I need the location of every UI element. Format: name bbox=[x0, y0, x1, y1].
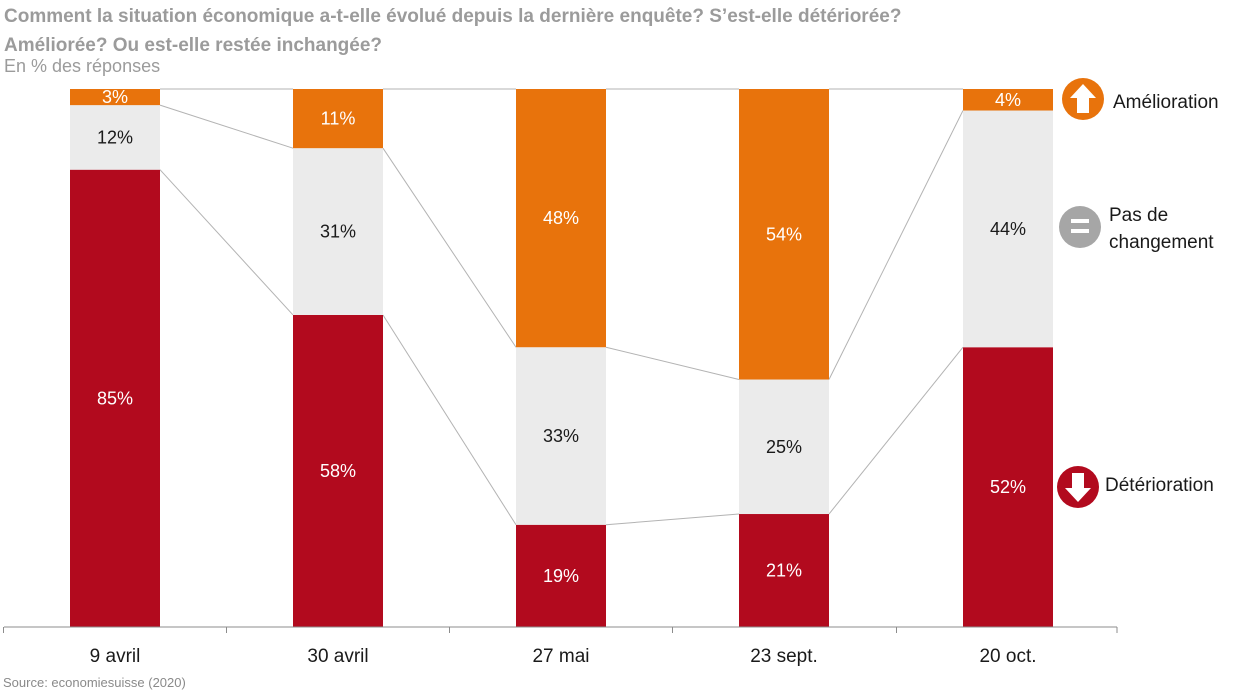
connector-line bbox=[605, 346, 740, 381]
chart-title-line2: Améliorée? Ou est-elle restée inchangée? bbox=[4, 35, 383, 56]
connector-line bbox=[605, 513, 740, 526]
data-label-amelioration: 48% bbox=[543, 208, 579, 228]
chart-title-line1: Comment la situation économique a-t-elle… bbox=[4, 6, 902, 27]
bar-segment-deterioration bbox=[739, 514, 829, 627]
arrow-down-glyph bbox=[1065, 473, 1091, 502]
bar-segment-pas-de-changement bbox=[963, 110, 1053, 348]
data-label-pas-de-changement: 12% bbox=[97, 127, 133, 147]
data-label-pas-de-changement: 25% bbox=[766, 437, 802, 457]
bar-segment-amelioration bbox=[516, 89, 606, 348]
data-label-deterioration: 58% bbox=[320, 461, 356, 481]
bar-segment-pas-de-changement bbox=[293, 148, 383, 315]
legend-label-amelioration: Amélioration bbox=[1113, 92, 1219, 113]
legend-label-deterioration: Détérioration bbox=[1105, 475, 1214, 496]
data-label-pas-de-changement: 31% bbox=[320, 222, 356, 242]
connector-line bbox=[828, 110, 964, 380]
data-label-amelioration: 54% bbox=[766, 224, 802, 244]
bar-segment-deterioration bbox=[516, 524, 606, 627]
source-note: Source: economiesuisse (2020) bbox=[3, 675, 186, 690]
bar-segment-amelioration bbox=[293, 89, 383, 149]
data-label-deterioration: 52% bbox=[990, 477, 1026, 497]
bar-segment-pas-de-changement bbox=[739, 379, 829, 515]
data-label-pas-de-changement: 44% bbox=[990, 219, 1026, 239]
chart-subtitle: En % des réponses bbox=[4, 56, 161, 76]
bar-segment-amelioration bbox=[70, 89, 160, 106]
x-axis-label: 30 avril bbox=[307, 646, 368, 667]
bar-segment-amelioration bbox=[739, 89, 829, 380]
bars-group bbox=[70, 89, 1053, 627]
data-label-pas-de-changement: 33% bbox=[543, 426, 579, 446]
x-axis-label: 23 sept. bbox=[750, 646, 818, 667]
equals-icon bbox=[1059, 206, 1101, 248]
data-label-deterioration: 21% bbox=[766, 561, 802, 581]
bar-segment-deterioration bbox=[293, 314, 383, 627]
segment-labels: 85% 12% 3% 58% 31% 11% 19% 33% 48% 21% 25% 54% 52% 44… bbox=[97, 87, 1026, 586]
connector-line bbox=[159, 104, 294, 149]
data-label-amelioration: 11% bbox=[321, 109, 356, 129]
x-axis-label: 9 avril bbox=[90, 646, 141, 667]
connector-line bbox=[382, 147, 517, 348]
legend-label-changement: changement bbox=[1109, 232, 1214, 253]
bar-segment-pas-de-changement bbox=[70, 105, 160, 170]
data-label-amelioration: 4% bbox=[995, 90, 1021, 110]
x-axis-label: 20 oct. bbox=[979, 646, 1036, 667]
connector-lines bbox=[159, 88, 964, 526]
bar-segment-deterioration bbox=[70, 169, 160, 627]
x-axis-labels: 9 avril 30 avril 27 mai 23 sept. 20 oct. bbox=[90, 646, 1037, 667]
data-label-deterioration: 19% bbox=[543, 566, 579, 586]
connector-line bbox=[159, 169, 294, 316]
legend-item-pas-de-changement: Pas de changement bbox=[1059, 205, 1214, 253]
data-label-amelioration: 3% bbox=[102, 87, 128, 107]
data-label-deterioration: 85% bbox=[97, 388, 133, 408]
bar-segment-amelioration bbox=[963, 89, 1053, 111]
legend: Amélioration Pas de changement Détériora… bbox=[1057, 78, 1219, 508]
legend-item-amelioration: Amélioration bbox=[1062, 78, 1219, 120]
legend-item-deterioration: Détérioration bbox=[1057, 466, 1214, 508]
bar-segment-pas-de-changement bbox=[516, 347, 606, 525]
x-axis-label: 27 mai bbox=[532, 646, 589, 667]
connector-line bbox=[382, 314, 517, 526]
equals-glyph-bottom bbox=[1071, 229, 1089, 233]
arrow-up-glyph bbox=[1070, 84, 1096, 113]
connector-line bbox=[828, 346, 964, 515]
chart-title: Comment la situation économique a-t-elle… bbox=[4, 2, 901, 60]
bar-segment-deterioration bbox=[963, 347, 1053, 627]
x-axis-ticks bbox=[3, 627, 1118, 633]
equals-glyph-top bbox=[1071, 219, 1089, 223]
legend-label-pas-de: Pas de bbox=[1109, 205, 1168, 226]
